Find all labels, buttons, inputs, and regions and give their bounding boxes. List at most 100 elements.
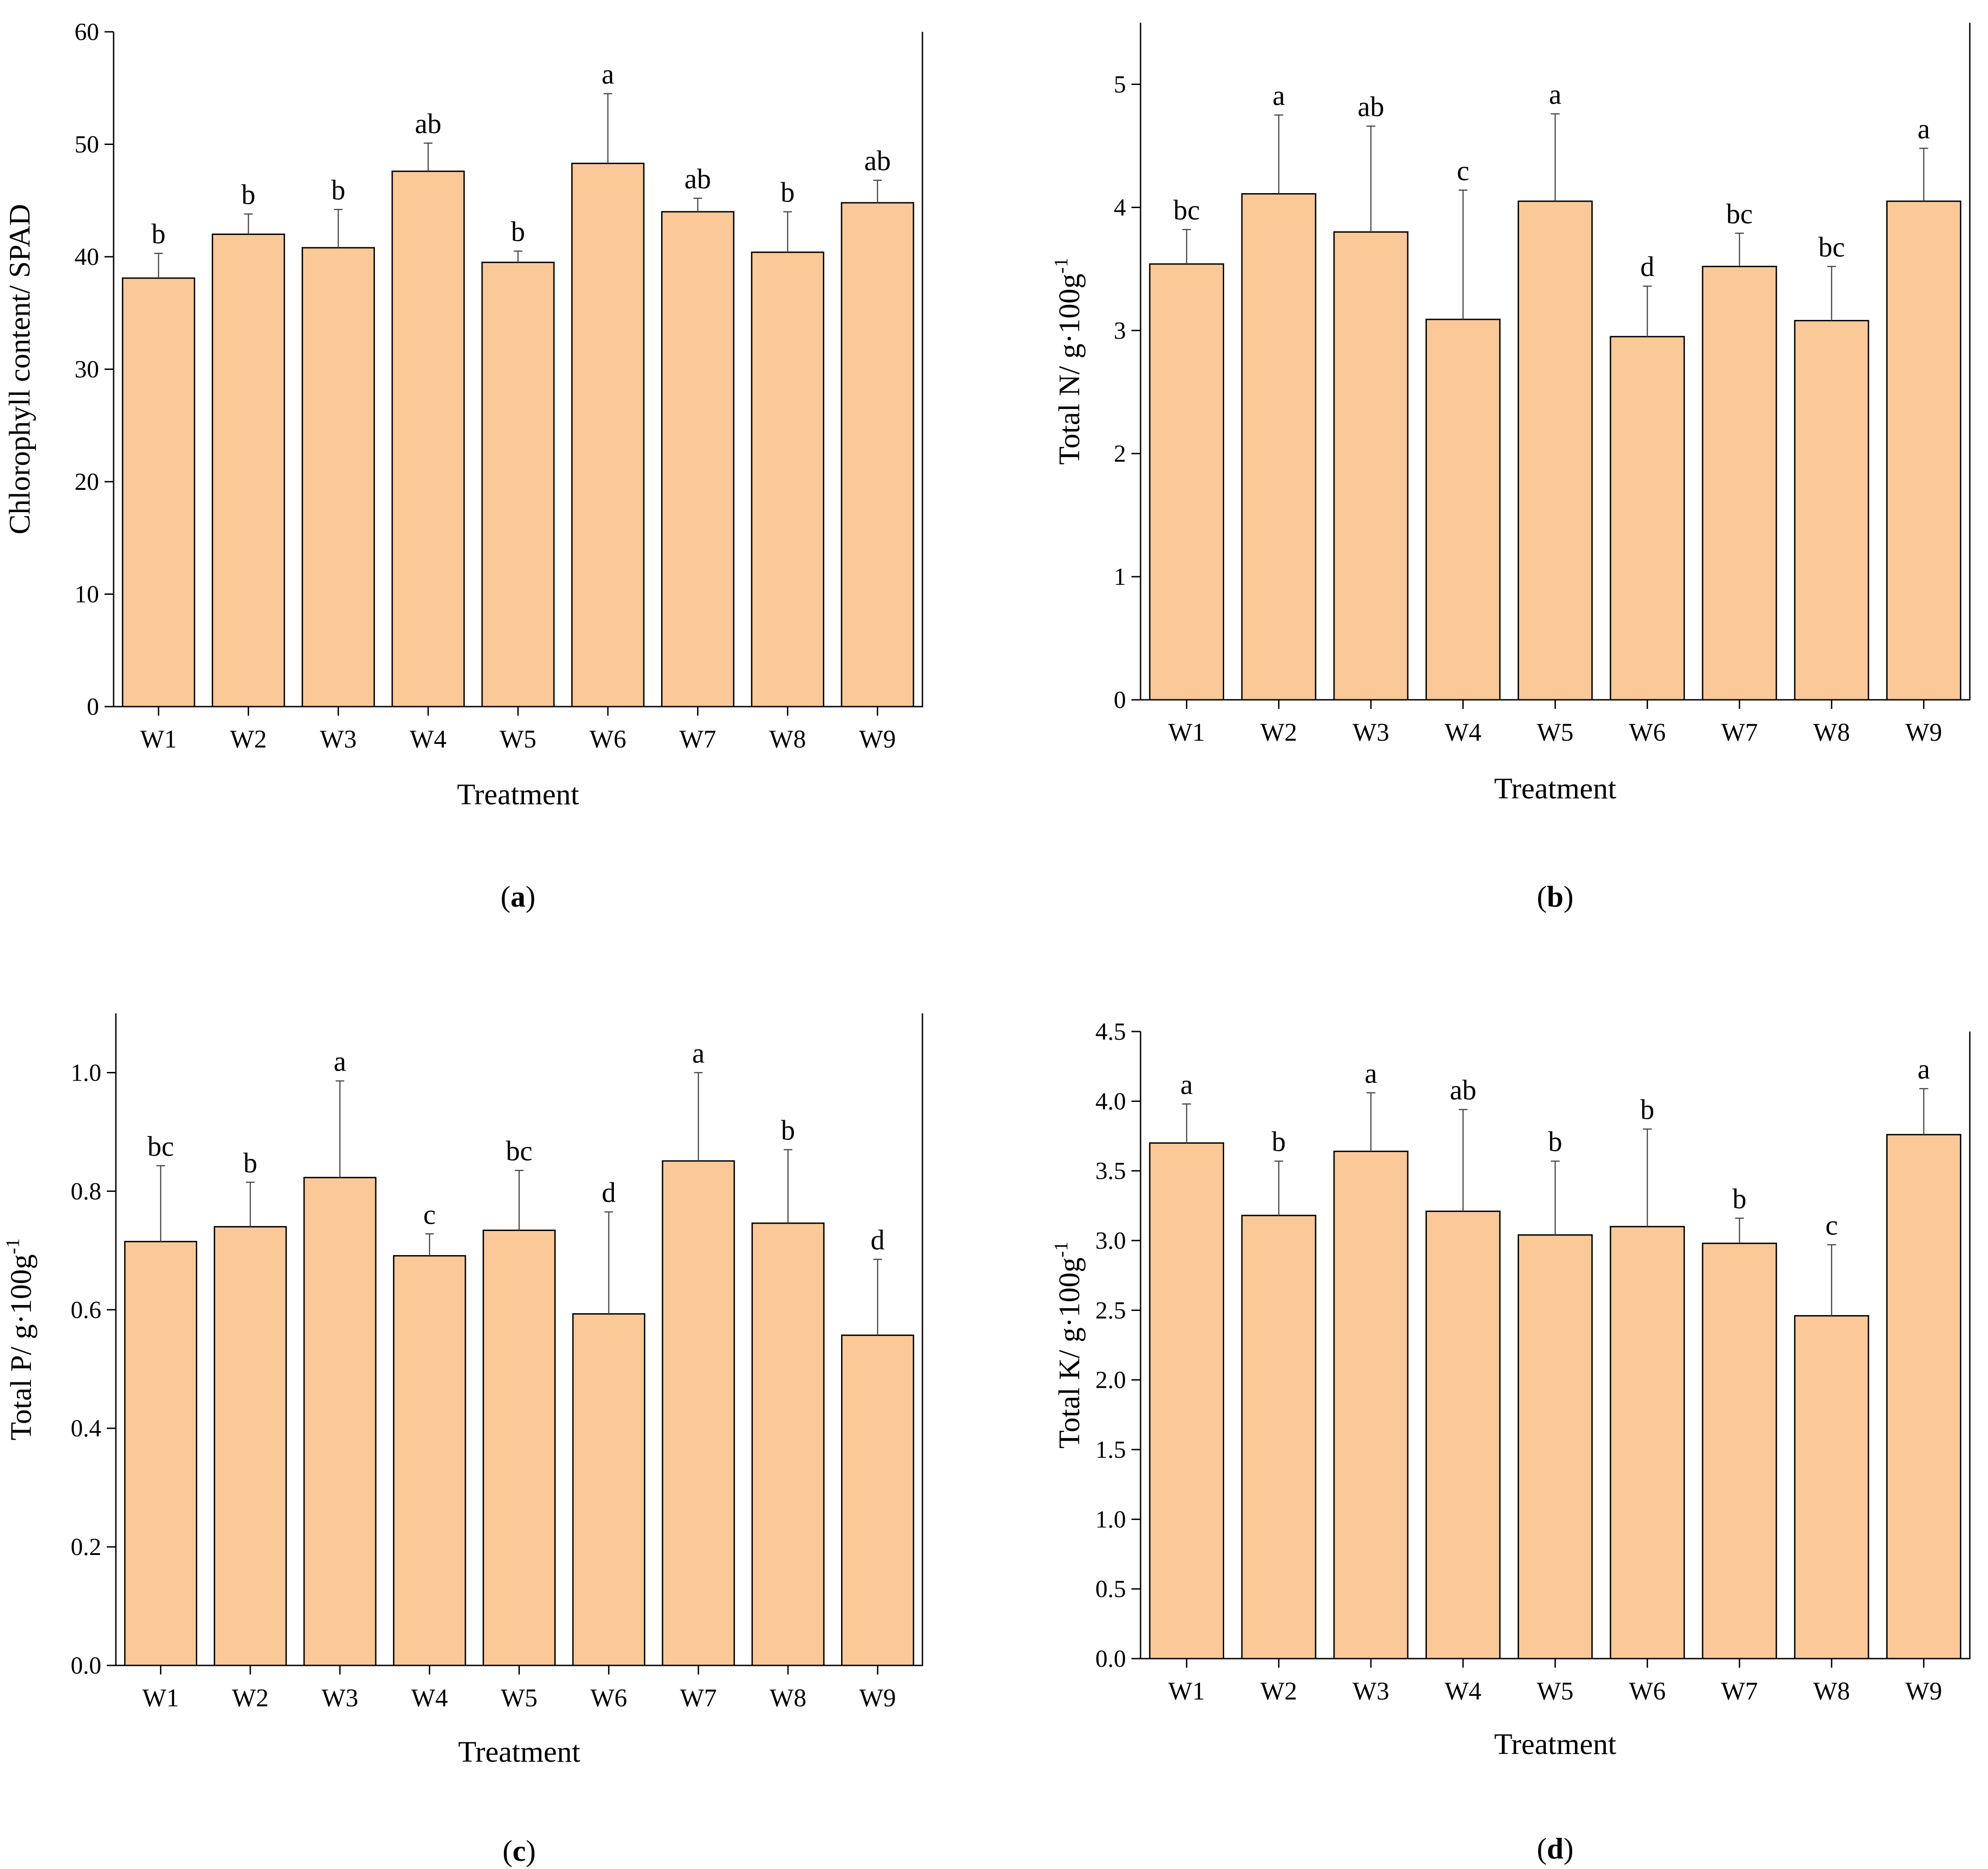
error-bar-W2: [1274, 114, 1283, 194]
x-tick-label-W7: W7: [1721, 1677, 1758, 1705]
significance-letter-W8: bc: [1819, 232, 1845, 263]
y-tick-label: 40: [75, 243, 99, 270]
x-tick-label-W5: W5: [500, 725, 537, 753]
significance-letter-W4: c: [424, 1199, 436, 1230]
bar-W5: [483, 1229, 556, 1666]
x-tick-label-W7: W7: [1721, 718, 1758, 747]
x-axis-title: Treatment: [458, 1735, 580, 1769]
error-bar-W5: [1550, 113, 1560, 201]
panel-caption: (d): [1537, 1832, 1574, 1865]
error-bar-W4: [424, 142, 433, 171]
x-tick-label-W1: W1: [140, 725, 177, 753]
y-tick-label: 1.0: [1096, 1505, 1126, 1533]
x-axis-title: Treatment: [1494, 772, 1616, 805]
chart-panel-a: b b b ab b a ab b ab 0 10 20 30 40 50 60 W1 W2 W3 W4 W5 W6 W7 W…: [3, 18, 923, 913]
x-tick-label-W2: W2: [232, 1684, 269, 1712]
bar-W1: [122, 277, 195, 708]
significance-letter-W3: a: [1365, 1058, 1377, 1089]
x-tick-label-W3: W3: [322, 1684, 359, 1712]
bar-W4: [1425, 1211, 1501, 1660]
bar-W4: [1425, 319, 1501, 701]
significance-letter-W1: bc: [1173, 195, 1200, 226]
error-bar-W7: [1735, 1217, 1744, 1244]
bar-W7: [1702, 1242, 1777, 1660]
x-tick-label-W9: W9: [859, 1684, 896, 1712]
y-axis-title-superscript: -1: [1051, 1241, 1072, 1257]
x-tick-label-W4: W4: [1445, 718, 1481, 747]
significance-letter-W8: c: [1825, 1210, 1838, 1241]
bar-W9: [1886, 1134, 1962, 1660]
y-tick-label: 3.5: [1096, 1157, 1126, 1185]
error-bar-W6: [1643, 285, 1652, 337]
x-tick-label-W1: W1: [142, 1684, 179, 1712]
bar-W5: [1517, 200, 1593, 701]
bar-W9: [841, 202, 914, 708]
error-bar-W5: [513, 250, 523, 263]
x-axis-title: Treatment: [457, 778, 579, 811]
error-bar-W3: [334, 209, 343, 248]
significance-letter-W6: d: [602, 1177, 616, 1208]
error-bar-W9: [873, 1259, 882, 1336]
chart-panel-b: bc a ab c a d bc bc a 0 1 2 3 4 5 W1 W2 W3 W4 W5 W6 W7 W8 W9 Tre…: [1051, 23, 1971, 913]
y-axis-title-text: Total P/ g·100g: [5, 1254, 38, 1440]
significance-letter-W6: a: [602, 59, 614, 90]
y-tick-label: 10: [75, 581, 99, 608]
y-tick-label: 50: [75, 131, 99, 158]
bar-W3: [1333, 1151, 1409, 1660]
error-bar-W5: [515, 1170, 523, 1231]
panel-caption: (a): [501, 880, 536, 913]
significance-letter-W9: d: [871, 1225, 885, 1256]
significance-letter-W2: b: [243, 1148, 257, 1179]
y-tick-label: 0: [87, 693, 99, 720]
y-tick-label: 0.0: [1096, 1645, 1126, 1672]
y-tick-label: 0.2: [71, 1533, 102, 1560]
panel-caption-letter: d: [1547, 1832, 1564, 1865]
bar-W7: [1702, 265, 1777, 701]
y-tick-label: 30: [75, 356, 99, 383]
significance-letter-W6: d: [1640, 252, 1654, 283]
y-tick-label: 0: [1114, 686, 1126, 713]
x-tick-label-W9: W9: [1905, 1677, 1942, 1705]
y-tick-label: 0.4: [71, 1415, 102, 1442]
error-bar-W6: [604, 1211, 613, 1314]
y-tick-label: 3.0: [1096, 1227, 1126, 1254]
y-tick-label: 0.5: [1096, 1575, 1126, 1603]
significance-letter-W5: a: [1549, 79, 1562, 110]
y-axis-title: Chlorophyll content/ SPAD: [3, 204, 36, 534]
x-tick-label-W8: W8: [769, 725, 806, 753]
x-tick-label-W4: W4: [411, 1684, 448, 1712]
significance-letter-W5: b: [511, 217, 525, 248]
y-tick-label: 4.5: [1096, 1018, 1126, 1045]
y-tick-label: 3: [1114, 317, 1126, 344]
y-axis-title-superscript: -1: [3, 1238, 24, 1254]
significance-letter-W9: a: [1918, 1054, 1930, 1085]
error-bar-W9: [873, 179, 882, 203]
error-bar-W6: [1643, 1128, 1652, 1227]
bar-W9: [841, 1334, 914, 1666]
x-tick-label-W5: W5: [501, 1684, 538, 1712]
bar-W8: [1794, 320, 1869, 701]
panel-caption-letter: b: [1547, 880, 1564, 913]
bar-W7: [662, 1160, 735, 1666]
significance-letter-W7: a: [692, 1038, 705, 1069]
bar-W4: [391, 170, 465, 708]
error-bar-W8: [783, 211, 792, 253]
bar-W8: [751, 1222, 825, 1666]
error-bar-W1: [154, 253, 163, 279]
error-bar-W7: [693, 198, 703, 212]
x-tick-label-W3: W3: [1353, 1677, 1390, 1705]
significance-letter-W6: b: [1640, 1095, 1654, 1126]
error-bar-W8: [1827, 1244, 1836, 1316]
y-axis-title-text: Total N/ g·100g: [1053, 274, 1086, 465]
y-tick-label: 2: [1114, 440, 1126, 467]
x-tick-label-W4: W4: [1445, 1677, 1481, 1705]
error-bar-W1: [156, 1165, 165, 1242]
x-tick-label-W6: W6: [1629, 718, 1666, 747]
x-axis-title: Treatment: [1494, 1728, 1616, 1761]
bar-W2: [212, 234, 285, 708]
y-tick-label: 60: [75, 18, 99, 45]
panel-caption-letter: a: [511, 880, 526, 913]
y-tick-label: 20: [75, 468, 99, 495]
bar-W1: [124, 1241, 197, 1666]
